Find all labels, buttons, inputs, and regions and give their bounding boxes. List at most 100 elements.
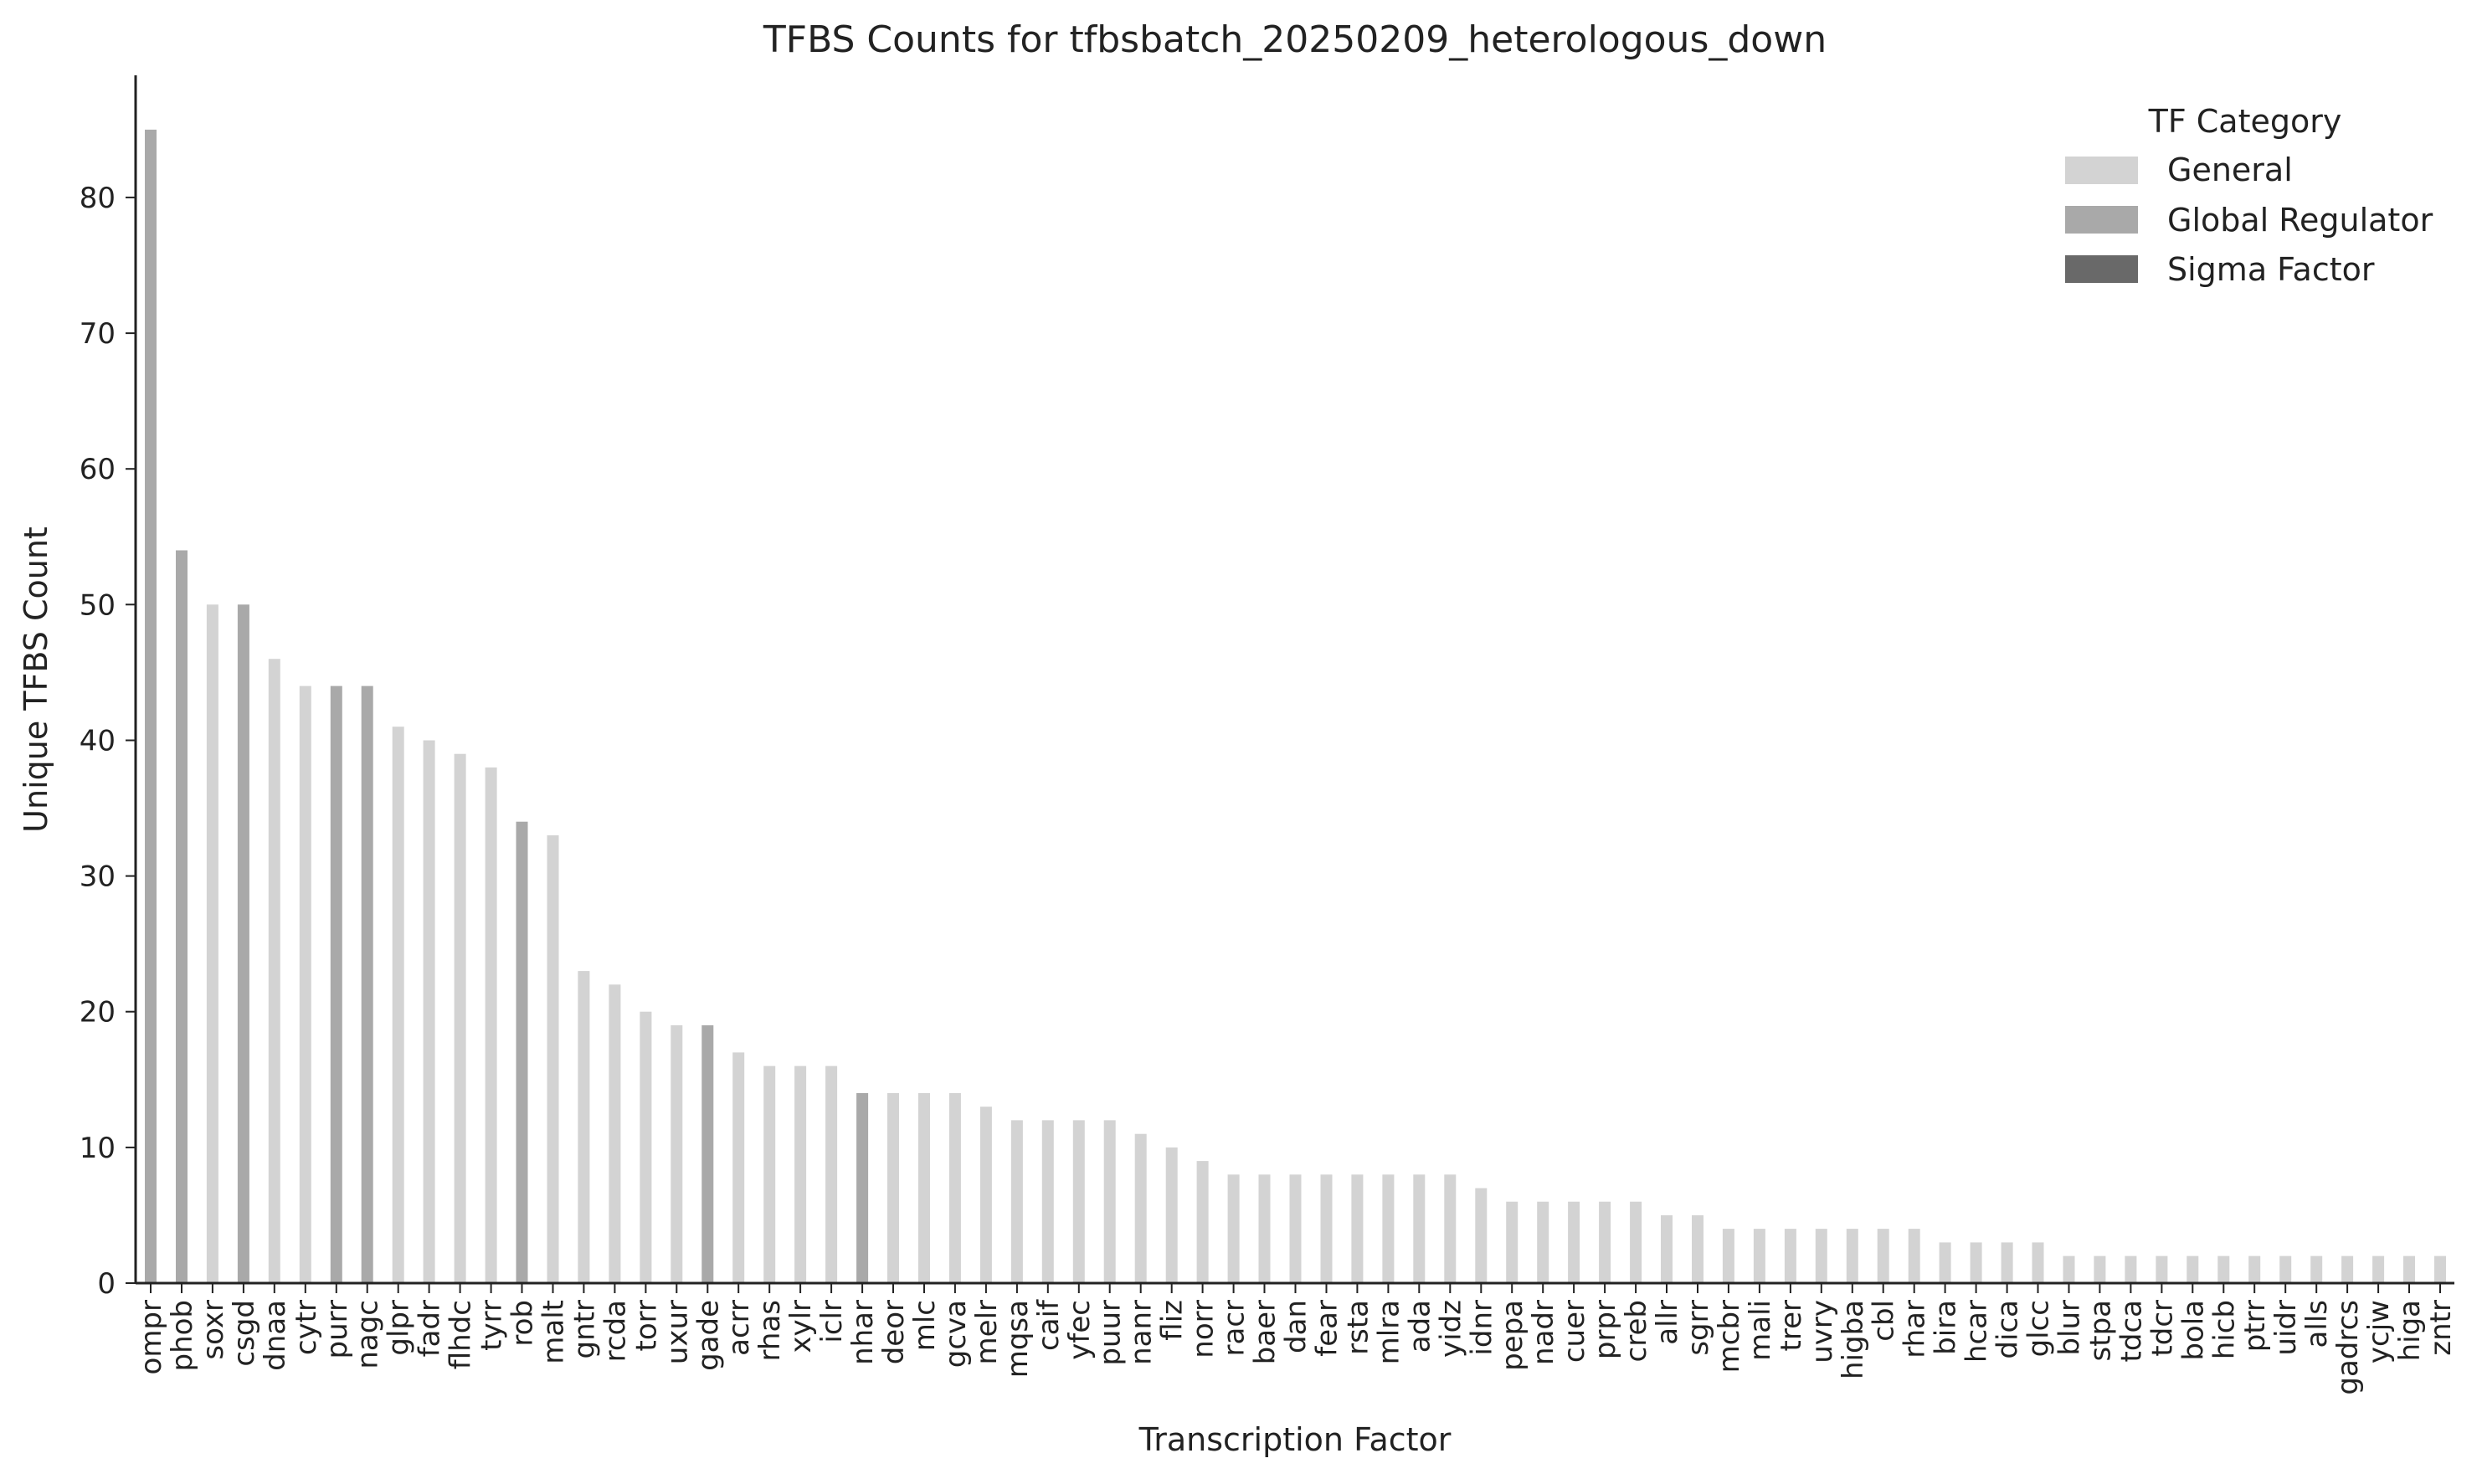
x-tick-label-acrr: acrr xyxy=(722,1300,756,1356)
legend: TF Category General Global Regulator Sig… xyxy=(2065,103,2433,288)
x-tick-label-yfec: yfec xyxy=(1063,1300,1097,1360)
bar-caif xyxy=(1041,1120,1054,1283)
y-tick-label-80: 80 xyxy=(80,182,116,215)
x-axis-label: Transcription Factor xyxy=(1138,1421,1452,1458)
x-tick-label-rcda: rcda xyxy=(599,1300,632,1362)
bar-glcc xyxy=(2032,1242,2044,1283)
y-tick-label-20: 20 xyxy=(80,996,116,1030)
x-tick-label-blur: blur xyxy=(2053,1300,2087,1356)
bar-fliz xyxy=(1165,1147,1178,1283)
bar-dica xyxy=(2001,1242,2013,1283)
bar-mlra xyxy=(1382,1174,1395,1283)
x-tick-label-dica: dica xyxy=(1991,1300,2025,1359)
bar-alls xyxy=(2310,1255,2323,1283)
x-tick-label-gade: gade xyxy=(691,1300,725,1371)
x-tick-label-rhas: rhas xyxy=(753,1300,787,1361)
bar-nhar xyxy=(856,1093,869,1283)
bar-uvry xyxy=(1815,1229,1827,1283)
y-tick-label-70: 70 xyxy=(80,317,116,351)
x-tick-label-flhdc: flhdc xyxy=(444,1300,478,1369)
bar-rcda xyxy=(609,984,621,1283)
x-tick-label-ycjw: ycjw xyxy=(2362,1300,2396,1363)
bar-acrr xyxy=(732,1052,745,1283)
bar-gcva xyxy=(948,1093,961,1283)
x-tick-label-malt: malt xyxy=(537,1300,571,1364)
bar-yidz xyxy=(1444,1174,1457,1283)
legend-label-sigma-factor: Sigma Factor xyxy=(2167,251,2375,288)
x-tick-label-uvry: uvry xyxy=(1806,1300,1839,1363)
bar-stpa xyxy=(2094,1255,2106,1283)
bar-rhas xyxy=(763,1066,776,1283)
bar-nagc xyxy=(361,686,373,1283)
bar-rhar xyxy=(1908,1229,1920,1283)
x-tick-label-ompr: ompr xyxy=(135,1300,168,1375)
bar-xylr xyxy=(794,1066,807,1283)
bar-group xyxy=(145,129,2446,1283)
bar-yfec xyxy=(1072,1120,1085,1283)
x-tick-label-gcva: gcva xyxy=(939,1300,973,1368)
bar-deor xyxy=(887,1093,899,1283)
x-tick-label-dan: dan xyxy=(1280,1300,1313,1353)
bar-racr xyxy=(1227,1174,1240,1283)
bar-ptrr xyxy=(2248,1255,2261,1283)
bar-gadrcs xyxy=(2341,1255,2354,1283)
x-tick-label-nhar: nhar xyxy=(846,1300,880,1365)
x-tick-label-rsta: rsta xyxy=(1341,1300,1375,1355)
x-tick-label-nagc: nagc xyxy=(352,1300,385,1369)
legend-swatch-sigma-factor xyxy=(2065,255,2138,283)
x-tick-label-tyrr: tyrr xyxy=(475,1300,509,1351)
bar-fear xyxy=(1320,1174,1333,1283)
legend-swatch-global-regulator xyxy=(2065,206,2138,234)
bar-cuer xyxy=(1568,1201,1580,1283)
x-tick-label-phob: phob xyxy=(166,1300,199,1372)
x-tick-label-trer: trer xyxy=(1775,1300,1808,1351)
x-tick-label-csgd: csgd xyxy=(228,1300,261,1367)
x-tick-group: omprphobsoxrcsgddnaacytrpurrnagcglprfadr… xyxy=(135,1283,2458,1395)
x-tick-label-idnr: idnr xyxy=(1465,1300,1498,1356)
bar-zntr xyxy=(2434,1255,2446,1283)
x-tick-label-racr: racr xyxy=(1218,1300,1251,1357)
bar-ompr xyxy=(145,129,157,1283)
chart-title: TFBS Counts for tfbsbatch_20250209_heter… xyxy=(763,18,1827,61)
bar-pepa xyxy=(1506,1201,1518,1283)
bar-torr xyxy=(640,1011,652,1283)
x-tick-label-purr: purr xyxy=(321,1300,354,1359)
x-tick-label-uidr: uidr xyxy=(2269,1300,2303,1356)
y-tick-label-40: 40 xyxy=(80,725,116,758)
x-tick-label-glcc: glcc xyxy=(2022,1300,2056,1357)
x-tick-label-norr: norr xyxy=(1187,1300,1220,1358)
bar-nanr xyxy=(1134,1133,1147,1283)
y-tick-label-30: 30 xyxy=(80,860,116,894)
bar-blur xyxy=(2063,1255,2075,1283)
x-tick-label-baer: baer xyxy=(1249,1300,1282,1364)
bar-csgd xyxy=(237,604,249,1283)
x-tick-label-xylr: xylr xyxy=(784,1300,818,1353)
y-tick-group: 0 10 20 30 40 50 60 70 80 xyxy=(80,182,136,1301)
x-tick-label-deor: deor xyxy=(877,1300,911,1364)
x-tick-label-creb: creb xyxy=(1620,1300,1653,1362)
bar-creb xyxy=(1630,1201,1642,1283)
bar-allr xyxy=(1661,1214,1673,1283)
bar-prpr xyxy=(1599,1201,1611,1283)
x-tick-label-ptrr: ptrr xyxy=(2238,1300,2272,1352)
bar-dnaa xyxy=(268,659,280,1283)
bar-purr xyxy=(330,686,342,1283)
bar-phob xyxy=(176,550,188,1283)
bar-baer xyxy=(1258,1174,1271,1283)
y-axis-label: Unique TFBS Count xyxy=(18,526,54,833)
x-tick-label-yidz: yidz xyxy=(1434,1300,1467,1358)
x-tick-label-alls: alls xyxy=(2300,1300,2334,1348)
x-tick-label-fear: fear xyxy=(1311,1300,1344,1357)
bar-cbl xyxy=(1877,1229,1889,1283)
x-tick-label-gadrcs: gadrcs xyxy=(2331,1300,2365,1395)
y-tick-label-50: 50 xyxy=(80,588,116,622)
bar-trer xyxy=(1784,1229,1796,1283)
bar-cytr xyxy=(299,686,311,1283)
bar-norr xyxy=(1196,1161,1209,1283)
x-tick-label-bira: bira xyxy=(1930,1300,1963,1355)
bar-mlc xyxy=(918,1093,930,1283)
x-tick-label-pepa: pepa xyxy=(1496,1300,1529,1371)
x-tick-label-cytr: cytr xyxy=(290,1300,323,1355)
bar-hicb xyxy=(2217,1255,2230,1283)
